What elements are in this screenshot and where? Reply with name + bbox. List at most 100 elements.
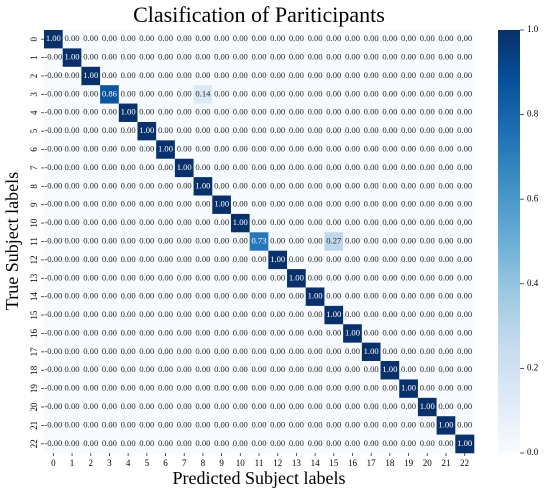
cell (156, 121, 176, 141)
cell (62, 269, 82, 288)
cell-label: 0.00 (83, 419, 98, 429)
cell (230, 103, 250, 123)
cell (361, 158, 381, 178)
cell-label: 0.00 (233, 180, 248, 190)
y-tick-label: 14 (29, 292, 39, 302)
cell-label: 0.00 (270, 107, 285, 117)
cell (436, 269, 456, 288)
cell (287, 342, 307, 362)
cell (436, 324, 456, 343)
cell (399, 85, 419, 104)
cell-label: 0.00 (289, 88, 304, 98)
cell-label: 0.00 (233, 235, 248, 245)
cell (249, 416, 269, 435)
cell-label: 0.00 (65, 125, 80, 135)
cell (380, 177, 400, 196)
cell-label: 0.00 (270, 383, 285, 393)
y-tick-label: 20 (29, 402, 39, 412)
cell-label: 0.00 (326, 180, 341, 190)
cell (287, 66, 307, 86)
cell (380, 103, 400, 123)
cell-label: 0.00 (438, 199, 453, 209)
cell-label: 0.00 (214, 346, 229, 356)
cell (436, 213, 456, 233)
cell (137, 140, 157, 160)
cell (193, 232, 213, 251)
cell-label: 0.00 (233, 254, 248, 264)
cell-label: 0.00 (345, 309, 360, 319)
cell-label: 0.00 (457, 235, 472, 245)
cell-label: 0.00 (420, 199, 435, 209)
cell (100, 269, 120, 288)
cell-label: 0.00 (102, 107, 117, 117)
cell (399, 48, 419, 68)
cell (455, 121, 475, 141)
cell (118, 379, 138, 399)
cell-label: 0.00 (457, 309, 472, 319)
cell-label: 0.00 (326, 199, 341, 209)
cell-label: 0.00 (65, 180, 80, 190)
cell-label: 0.00 (65, 70, 80, 80)
cell (417, 140, 437, 160)
cell (44, 434, 63, 454)
cell (287, 269, 307, 288)
cell (287, 324, 307, 343)
cell-label: 0.00 (326, 254, 341, 264)
cell-label: 0.00 (308, 180, 323, 190)
cell (212, 30, 232, 49)
cell-label: 0.00 (382, 125, 397, 135)
cell-label: 0.00 (308, 254, 323, 264)
cell-label: 0.00 (214, 125, 229, 135)
cell-label: 0.00 (177, 88, 192, 98)
cell-label: 0.00 (195, 419, 210, 429)
cell (324, 195, 344, 215)
y-tick-label: 17 (29, 347, 39, 357)
cell (118, 269, 138, 288)
cell (156, 342, 176, 362)
cell (361, 342, 381, 362)
cell-label: 0.00 (139, 309, 154, 319)
cell-label: 0.00 (326, 144, 341, 154)
cell-label: 0.00 (102, 438, 117, 448)
y-tick-label: 11 (29, 237, 39, 246)
cell-label: 0.00 (401, 180, 416, 190)
cell-label: 0.00 (345, 291, 360, 301)
cell (156, 158, 176, 178)
cell-label: 0.00 (102, 254, 117, 264)
cell (174, 85, 194, 104)
cell (343, 434, 363, 454)
cell-label: 0.00 (102, 291, 117, 301)
cell (287, 361, 307, 380)
cell (81, 103, 101, 123)
cell-label: 0.00 (233, 33, 248, 43)
cell-label: 0.00 (401, 364, 416, 374)
cell-label: 0.00 (326, 272, 341, 282)
cell-label: 0.00 (457, 33, 472, 43)
cell-label: 0.00 (289, 33, 304, 43)
cell (44, 287, 63, 307)
cell (361, 232, 381, 251)
cell-label: -0.00 (44, 254, 62, 264)
cell-label: 0.00 (457, 327, 472, 337)
cell-label: 0.00 (270, 125, 285, 135)
cell (287, 30, 307, 49)
cell-label: 0.00 (233, 364, 248, 374)
cell-label: 0.00 (438, 401, 453, 411)
cell (361, 397, 381, 417)
cell (137, 177, 157, 196)
cell (44, 140, 63, 160)
cell-label: 0.00 (65, 235, 80, 245)
cell-label: 0.00 (83, 309, 98, 319)
cell-label: 0.00 (308, 235, 323, 245)
cell-label: 0.00 (139, 144, 154, 154)
cell (268, 103, 288, 123)
cell (193, 269, 213, 288)
cell-label: 0.00 (289, 364, 304, 374)
cell-label: -0.00 (44, 291, 62, 301)
cell-label: 0.00 (289, 162, 304, 172)
cell (249, 397, 269, 417)
cell-label: 0.27 (326, 235, 342, 245)
cell-label: 0.00 (121, 180, 136, 190)
cell-label: 0.00 (65, 419, 80, 429)
cell-label: 0.00 (345, 107, 360, 117)
